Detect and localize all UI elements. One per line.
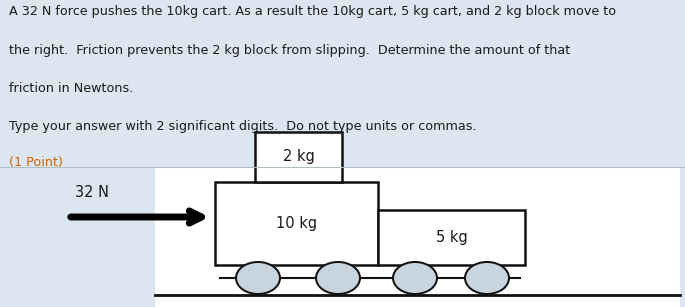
Ellipse shape: [465, 262, 509, 294]
Text: the right.  Friction prevents the 2 kg block from slipping.  Determine the amoun: the right. Friction prevents the 2 kg bl…: [9, 44, 570, 56]
Bar: [215, 182, 378, 265]
Bar: [255, 132, 342, 182]
Text: Type your answer with 2 significant digits.  Do not type units or commas.: Type your answer with 2 significant digi…: [9, 120, 477, 134]
Text: 32 N: 32 N: [75, 185, 109, 200]
Ellipse shape: [316, 262, 360, 294]
Text: 2 kg: 2 kg: [282, 150, 314, 165]
Text: (1 Point): (1 Point): [9, 156, 63, 169]
Text: 10 kg: 10 kg: [276, 216, 317, 231]
Text: A 32 N force pushes the 10kg cart. As a result the 10kg cart, 5 kg cart, and 2 k: A 32 N force pushes the 10kg cart. As a …: [9, 5, 616, 18]
Text: 5 kg: 5 kg: [436, 230, 467, 245]
Bar: [378, 210, 525, 265]
Ellipse shape: [393, 262, 437, 294]
Bar: [155, 167, 680, 307]
Text: friction in Newtons.: friction in Newtons.: [9, 82, 134, 95]
Ellipse shape: [236, 262, 280, 294]
